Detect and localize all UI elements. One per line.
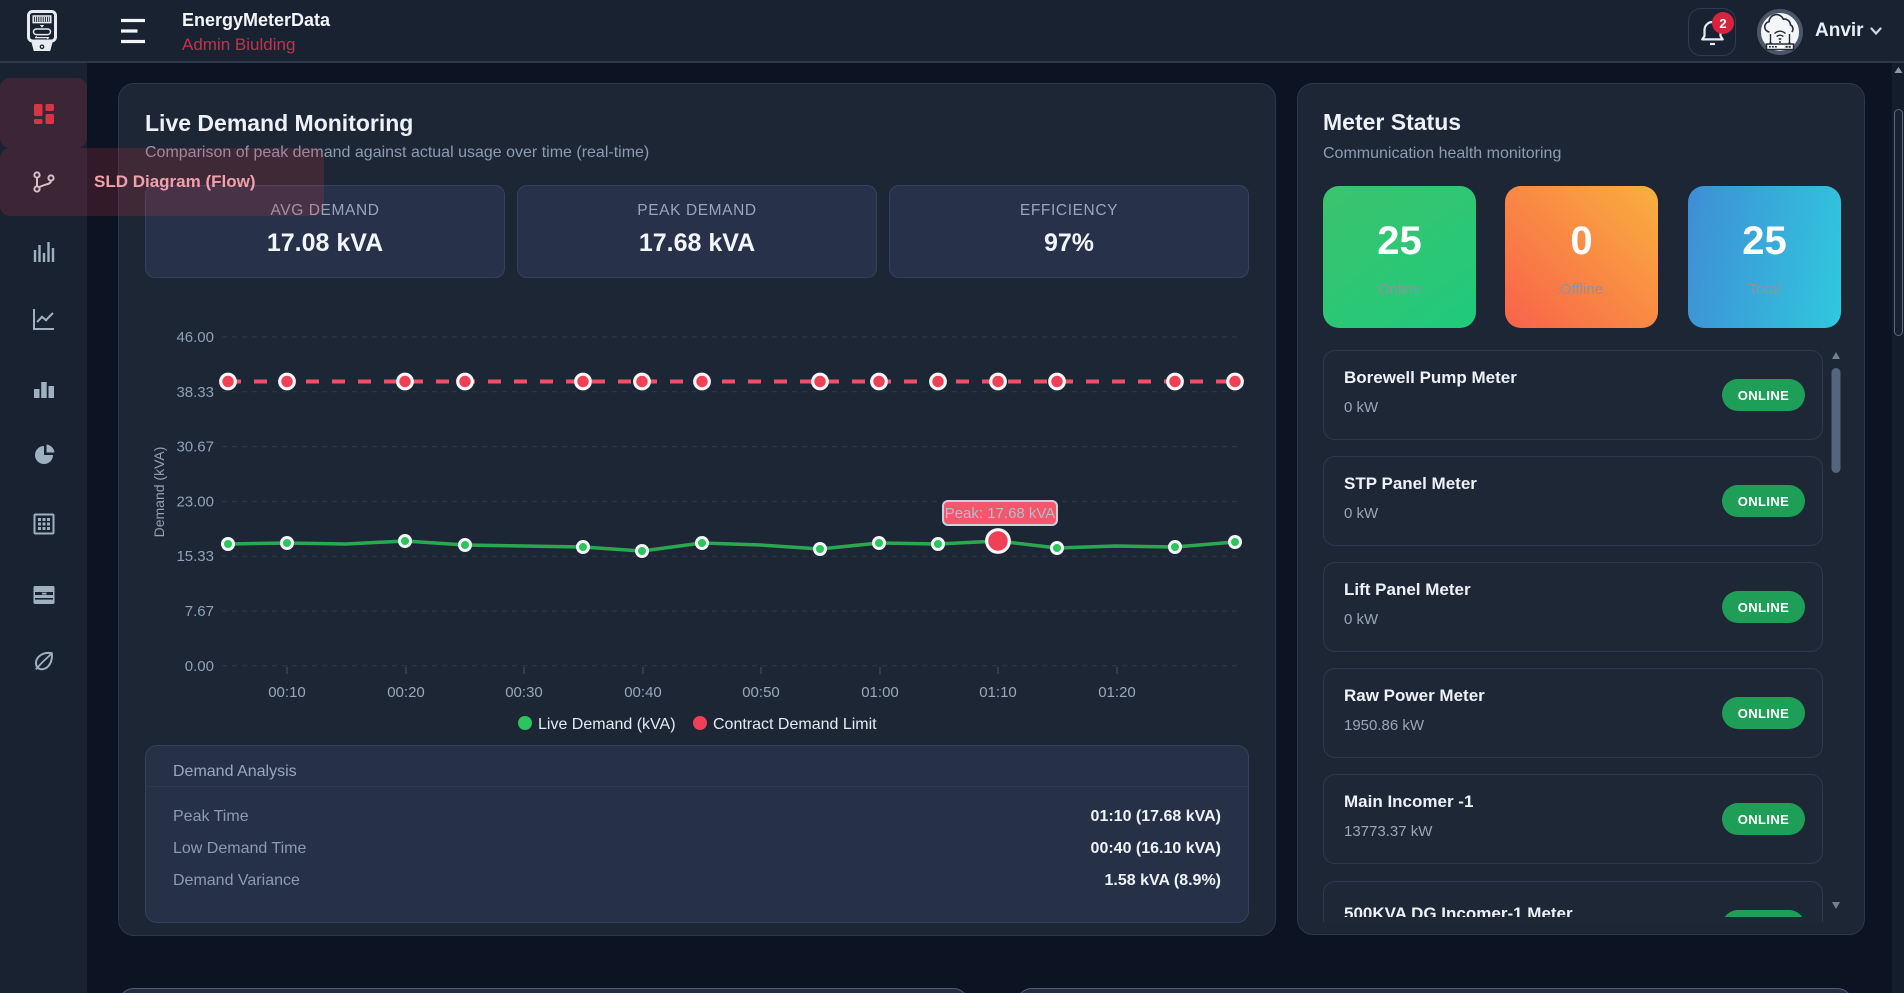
svg-text:Demand (kVA): Demand (kVA) — [151, 447, 167, 538]
svg-text:01:00: 01:00 — [861, 684, 899, 701]
svg-text:Peak: 17.68 kVA: Peak: 17.68 kVA — [945, 505, 1056, 522]
svg-text:Contract Demand Limit: Contract Demand Limit — [713, 716, 877, 733]
svg-text:00:30: 00:30 — [505, 684, 543, 701]
svg-text:00:50: 00:50 — [742, 684, 780, 701]
svg-text:00:40: 00:40 — [624, 684, 662, 701]
svg-text:23.00: 23.00 — [176, 493, 214, 510]
svg-text:38.33: 38.33 — [176, 384, 214, 401]
svg-text:0.00: 0.00 — [185, 658, 214, 675]
svg-text:01:20: 01:20 — [1098, 684, 1136, 701]
svg-text:00:10: 00:10 — [268, 684, 306, 701]
svg-text:15.33: 15.33 — [176, 548, 214, 565]
svg-text:01:10: 01:10 — [979, 684, 1017, 701]
svg-text:7.67: 7.67 — [185, 603, 214, 620]
svg-text:Live Demand (kVA): Live Demand (kVA) — [538, 716, 676, 733]
svg-text:30.67: 30.67 — [176, 439, 214, 456]
svg-text:00:20: 00:20 — [387, 684, 425, 701]
svg-text:46.00: 46.00 — [176, 329, 214, 346]
